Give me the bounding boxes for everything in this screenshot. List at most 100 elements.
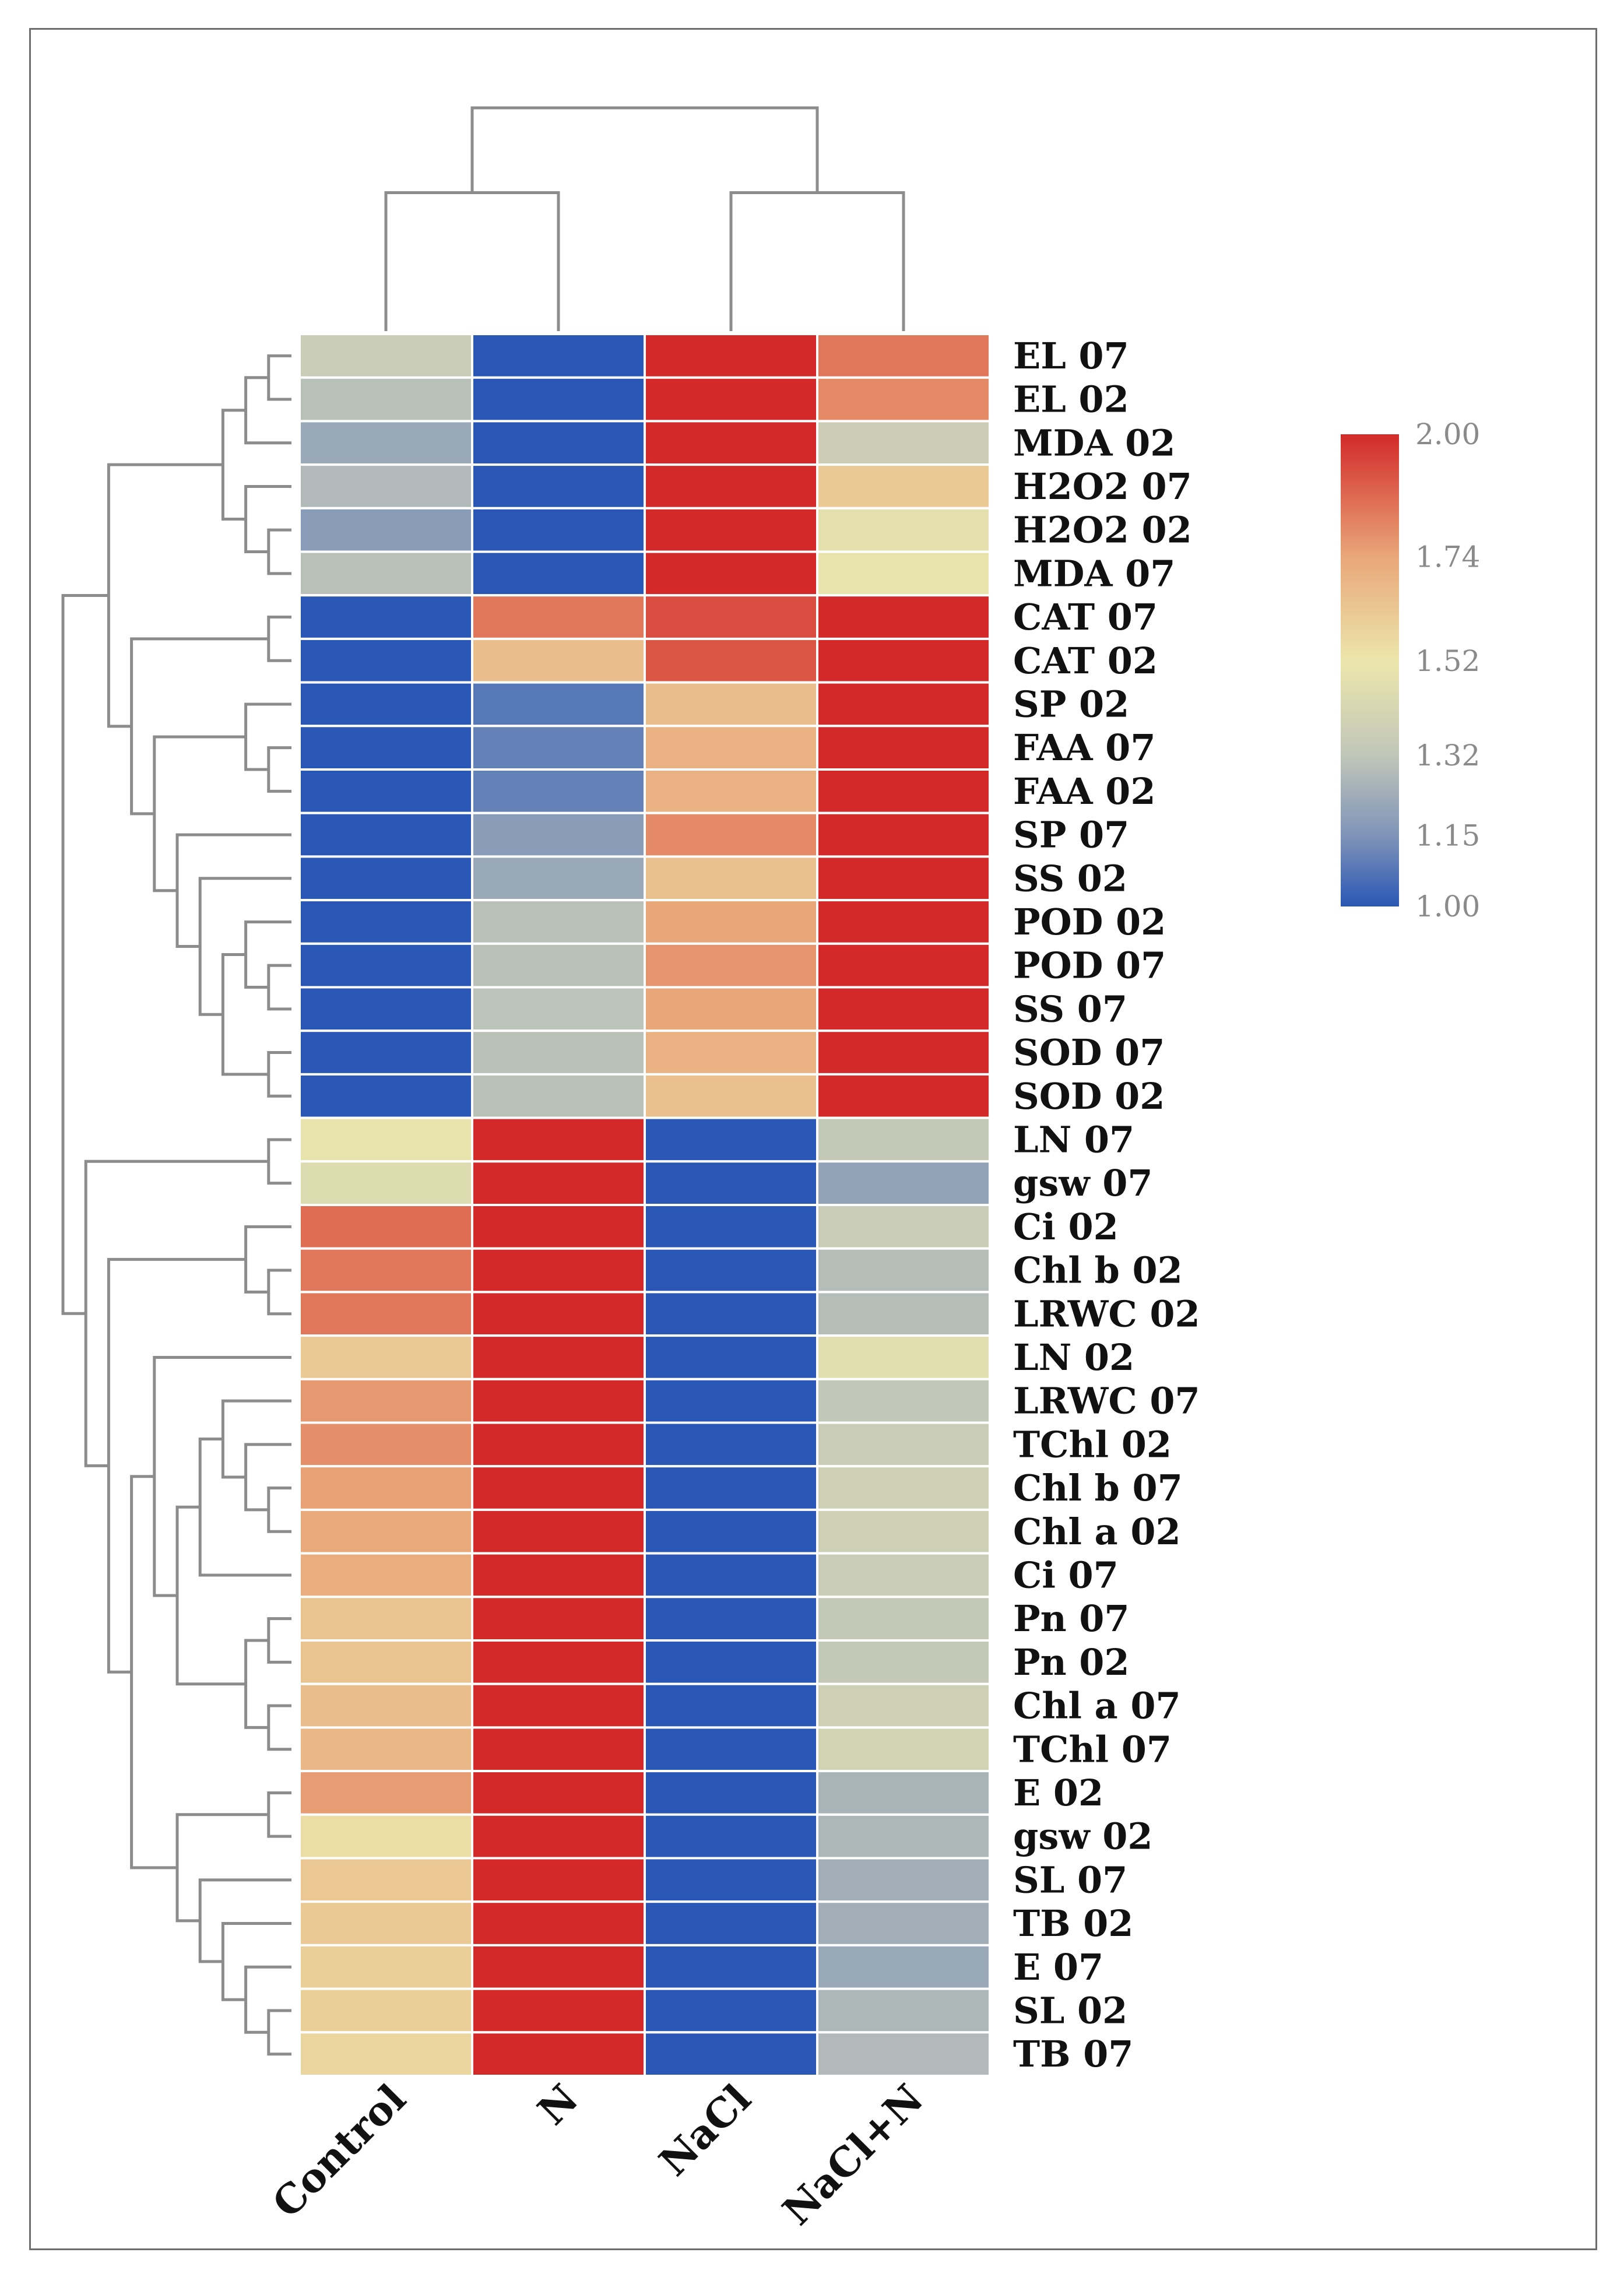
cell-sp-07-n [471,811,646,858]
cell-faa-02-control [298,768,473,814]
cell-sl-07-nacl-n [816,1857,991,1903]
row-label: H2O2 07 [1013,465,1192,508]
row-dendrogram-link [267,1617,291,1664]
row-dendrogram-link [267,1138,291,1185]
row-label: gsw 02 [1013,1815,1153,1858]
cell-tb-02-nacl [644,1900,818,1946]
cell-h2o2-02-nacl-n [816,507,991,553]
row-label: MDA 07 [1013,552,1175,595]
cell-chl-b-07-nacl [644,1465,818,1511]
cell-ss-07-nacl-n [816,986,991,1032]
cell-e-02-nacl [644,1770,818,1816]
row-label: POD 07 [1013,944,1166,987]
cell-el-02-control [298,376,473,423]
row-label: SS 07 [1013,988,1127,1030]
cell-cat-07-nacl-n [816,594,991,640]
cell-e-07-nacl-n [816,1944,991,1990]
cell-chl-b-02-control [298,1247,473,1294]
cell-sl-02-nacl [644,1987,818,2034]
cell-tb-07-nacl-n [816,2031,991,2078]
cell-pod-07-n [471,942,646,989]
row-label: Ci 07 [1013,1554,1119,1596]
row-dendrogram-link [175,1813,269,1923]
cell-sod-02-n [471,1073,646,1119]
cell-lrwc-02-control [298,1291,473,1337]
row-label: Chl a 02 [1013,1510,1181,1553]
row-dendrogram-link [221,1922,291,2001]
cell-h2o2-07-n [471,463,646,509]
row-dendrogram-link [267,1051,291,1098]
cell-el-07-n [471,333,646,379]
cell-chl-a-07-nacl [644,1682,818,1729]
cell-sl-07-control [298,1857,473,1903]
cell-chl-a-02-nacl-n [816,1508,991,1555]
cell-e-02-nacl-n [816,1770,991,1816]
cell-chl-a-07-control [298,1682,473,1729]
cell-sl-07-n [471,1857,646,1903]
column-label: Control [263,2075,415,2227]
cell-sp-02-control [298,681,473,728]
cell-chl-b-07-n [471,1465,646,1511]
cell-chl-a-07-n [471,1682,646,1729]
row-dendrogram-link [267,528,291,575]
color-bar-tick-label: 1.52 [1415,644,1480,678]
row-dendrogram-link [267,1791,291,1838]
cell-faa-07-nacl [644,725,818,771]
row-dendrogram-link [244,1639,269,1729]
cell-el-07-nacl-n [816,333,991,379]
cell-ci-07-nacl-n [816,1552,991,1598]
row-label: LRWC 02 [1013,1292,1200,1335]
cell-gsw-07-control [298,1160,473,1207]
cell-pn-02-control [298,1639,473,1685]
row-dendrogram-link [267,964,291,1011]
cell-tchl-07-nacl-n [816,1726,991,1773]
cell-ln-07-nacl-n [816,1116,991,1163]
cell-chl-a-02-nacl [644,1508,818,1555]
cell-h2o2-02-control [298,507,473,553]
cell-tb-02-nacl-n [816,1900,991,1946]
cell-ln-07-control [298,1116,473,1163]
row-label: Pn 07 [1013,1597,1130,1640]
row-label: LN 02 [1013,1336,1134,1379]
cell-sp-07-control [298,811,473,858]
cell-pod-02-n [471,899,646,945]
cell-gsw-02-nacl [644,1813,818,1860]
cell-tchl-07-nacl [644,1726,818,1773]
cell-mda-02-nacl-n [816,420,991,466]
cell-lrwc-07-control [298,1378,473,1424]
cell-ln-02-n [471,1334,646,1380]
row-dendrogram-link [175,1505,246,1686]
cell-sp-07-nacl-n [816,811,991,858]
cell-h2o2-07-nacl-n [816,463,991,509]
row-label: SP 02 [1013,683,1129,725]
row-label: FAA 07 [1013,726,1155,769]
cell-chl-b-07-nacl-n [816,1465,991,1511]
cell-tchl-02-nacl [644,1421,818,1468]
row-label: Pn 02 [1013,1641,1130,1684]
row-label: SL 07 [1013,1858,1127,1901]
cell-chl-b-02-n [471,1247,646,1294]
cell-pod-07-control [298,942,473,989]
row-dendrogram-link [221,409,246,521]
cell-sl-02-nacl-n [816,1987,991,2034]
row-label: FAA 02 [1013,770,1155,813]
cell-e-02-n [471,1770,646,1816]
cell-cat-02-control [298,637,473,684]
color-legend: 2.00 1.74 1.52 1.32 1.15 1.00 [1341,417,1480,923]
heatmap-cells [298,333,991,2078]
cell-ci-07-n [471,1552,646,1598]
cell-sod-02-nacl-n [816,1073,991,1119]
cell-sl-02-n [471,1987,646,2034]
cell-el-07-nacl [644,333,818,379]
cell-lrwc-02-nacl [644,1291,818,1337]
row-dendrogram-link [267,1704,291,1751]
cell-cat-02-nacl [644,637,818,684]
row-dendrogram-link [130,637,269,816]
cell-ln-02-control [298,1334,473,1380]
row-dendrogram-link [153,735,246,892]
cell-tb-02-n [471,1900,646,1946]
cell-cat-07-nacl [644,594,818,640]
cell-cat-07-control [298,594,473,640]
row-label: TChl 02 [1013,1423,1172,1466]
